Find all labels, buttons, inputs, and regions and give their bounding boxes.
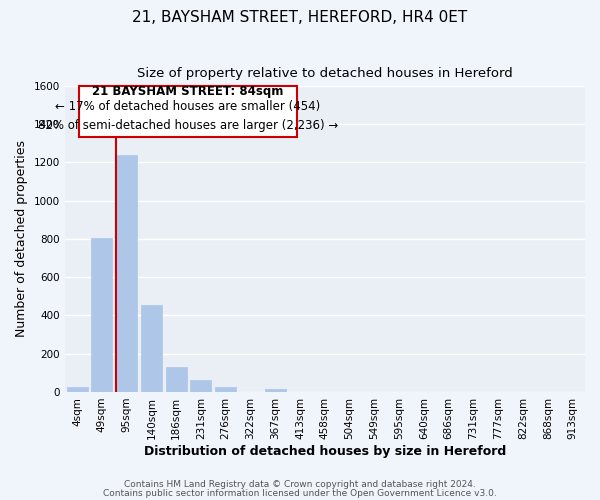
Text: 21 BAYSHAM STREET: 84sqm: 21 BAYSHAM STREET: 84sqm [92,84,284,98]
Text: 21, BAYSHAM STREET, HEREFORD, HR4 0ET: 21, BAYSHAM STREET, HEREFORD, HR4 0ET [133,10,467,25]
Bar [215,387,236,392]
Bar [116,154,137,392]
X-axis label: Distribution of detached houses by size in Hereford: Distribution of detached houses by size … [144,444,506,458]
Text: 82% of semi-detached houses are larger (2,236) →: 82% of semi-detached houses are larger (… [38,118,338,132]
Title: Size of property relative to detached houses in Hereford: Size of property relative to detached ho… [137,68,513,80]
Text: ← 17% of detached houses are smaller (454): ← 17% of detached houses are smaller (45… [55,100,320,114]
Text: Contains HM Land Registry data © Crown copyright and database right 2024.: Contains HM Land Registry data © Crown c… [124,480,476,489]
Bar [67,387,88,392]
Bar [190,380,211,392]
FancyBboxPatch shape [79,86,297,136]
Bar [166,367,187,392]
Text: Contains public sector information licensed under the Open Government Licence v3: Contains public sector information licen… [103,489,497,498]
Bar [91,238,112,392]
Y-axis label: Number of detached properties: Number of detached properties [15,140,28,338]
Bar [265,388,286,392]
Bar [141,305,162,392]
